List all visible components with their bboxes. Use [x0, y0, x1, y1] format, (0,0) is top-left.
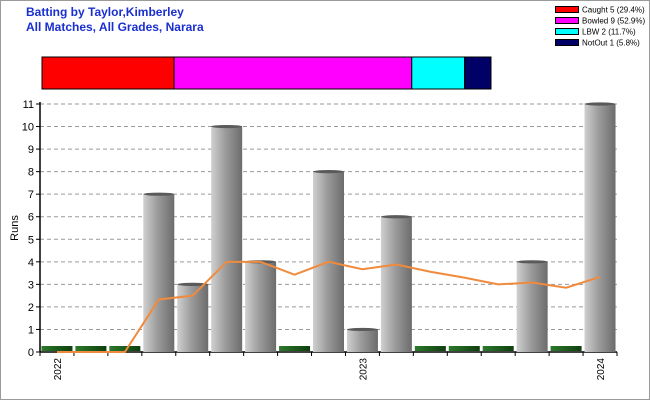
y-tick-label: 6 [28, 212, 34, 224]
bar-cap [346, 327, 378, 332]
bar-zero [109, 346, 141, 351]
bar [380, 216, 412, 352]
bar [211, 126, 243, 352]
bar-zero [414, 346, 446, 351]
bar-cap [143, 192, 175, 196]
dismissal-segment-notout [464, 56, 492, 90]
bar [346, 329, 378, 352]
y-tick-label: 10 [22, 122, 34, 134]
legend-item-caught: Caught 5 (29.4%) [555, 4, 645, 15]
bar-cap [516, 260, 548, 264]
legend-swatch-caught [555, 6, 579, 14]
y-axis-label: Runs [9, 215, 21, 241]
legend-item-notout: NotOut 1 (5.8%) [555, 37, 645, 48]
legend-item-lbw: LBW 2 (11.7%) [555, 26, 645, 37]
x-tick-label: 2022 [53, 358, 64, 381]
bar [584, 104, 616, 352]
legend-item-bowled: Bowled 9 (52.9%) [555, 15, 645, 26]
dismissal-segment-lbw [411, 56, 466, 90]
legend-label-bowled: Bowled 9 (52.9%) [582, 16, 646, 26]
y-tick-label: 1 [28, 324, 34, 336]
y-tick-label: 9 [28, 144, 34, 156]
legend-label-caught: Caught 5 (29.4%) [582, 5, 645, 15]
dismissal-segment-bowled [173, 56, 413, 90]
y-tick-label: 5 [28, 234, 34, 246]
bar-cap [177, 282, 209, 286]
bar-zero [448, 346, 480, 351]
bar-cap [584, 102, 616, 106]
bar-cap [380, 215, 412, 219]
bar-zero [279, 346, 311, 351]
bar [245, 261, 277, 352]
y-tick-label: 8 [28, 167, 34, 179]
y-tick-label: 11 [23, 99, 34, 111]
chart-subtitle: All Matches, All Grades, Narara [26, 20, 204, 34]
bar-cap [211, 124, 243, 129]
legend: Caught 5 (29.4%) Bowled 9 (52.9%) LBW 2 … [555, 4, 645, 48]
bar [516, 261, 548, 352]
y-tick-label: 7 [28, 189, 34, 201]
y-tick-label: 2 [28, 302, 34, 314]
bar-cap [313, 170, 344, 174]
x-tick-label: 2023 [358, 358, 369, 381]
y-tick-label: 3 [28, 279, 34, 291]
dismissal-segment-caught [41, 56, 175, 90]
y-tick-label: 0 [28, 347, 34, 359]
chart-title: Batting by Taylor,Kimberley [26, 5, 184, 19]
legend-swatch-bowled [555, 17, 579, 25]
legend-label-notout: NotOut 1 (5.8%) [582, 38, 640, 48]
bar-zero [550, 346, 582, 351]
legend-swatch-notout [555, 39, 579, 47]
legend-swatch-lbw [555, 28, 579, 36]
bar-zero [75, 346, 107, 351]
bar-zero [41, 346, 73, 351]
bar [143, 194, 175, 352]
bar-zero [482, 346, 514, 351]
y-tick-label: 4 [28, 257, 34, 269]
legend-label-lbw: LBW 2 (11.7%) [582, 27, 636, 37]
average-line [56, 260, 601, 353]
x-tick-label: 2024 [596, 358, 607, 381]
